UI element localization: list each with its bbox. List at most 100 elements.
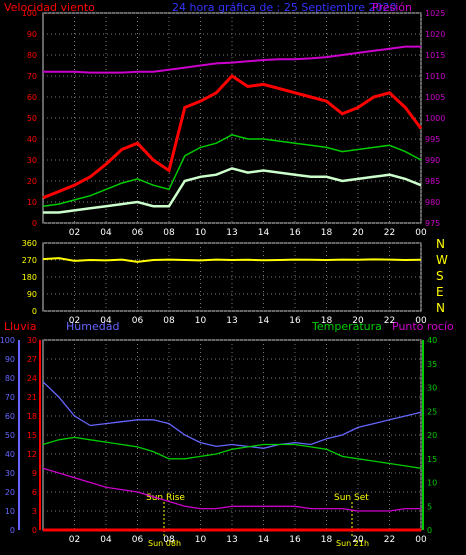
rain-label: Lluvia xyxy=(4,320,36,333)
temperature-tick-label: 30 xyxy=(427,384,437,393)
x-tick-label: 16 xyxy=(289,535,301,545)
temperature-tick-label: 15 xyxy=(427,455,437,464)
x-tick-label: 02 xyxy=(69,535,80,545)
sun-set-label: Sun Set xyxy=(334,493,369,503)
pressure-label: Presión xyxy=(372,1,412,14)
y-tick-label: 30 xyxy=(27,156,37,165)
temperature-tick-label: 40 xyxy=(427,336,437,345)
x-tick-label: 08 xyxy=(163,535,175,545)
direction-letter-w: W xyxy=(436,253,448,267)
humidity-tick-label: 0 xyxy=(10,526,15,535)
x-tick-label: 06 xyxy=(132,535,144,545)
y-right-tick-label: 1000 xyxy=(425,114,445,123)
humidity-tick-label: 100 xyxy=(0,336,15,345)
y-right-tick-label: 1005 xyxy=(425,93,445,102)
humidity-tick-label: 60 xyxy=(5,412,15,421)
chart-title: 24 hora gráfica de : 25 Septiembre 2020 xyxy=(172,1,396,14)
sun-set-time-label: Sun 21h xyxy=(336,539,369,548)
humidity-tick-label: 30 xyxy=(5,469,15,478)
series-line-0 xyxy=(42,381,422,449)
temperature-tick-label: 25 xyxy=(427,407,437,416)
x-tick-label: 20 xyxy=(352,228,364,238)
temperature-tick-label: 20 xyxy=(427,431,437,440)
x-tick-label: 13 xyxy=(226,228,237,238)
y-right-tick-label: 995 xyxy=(425,135,440,144)
x-tick-label: 18 xyxy=(321,535,333,545)
humidity-tick-label: 90 xyxy=(5,355,15,364)
x-tick-label: 22 xyxy=(384,316,395,326)
temperature-tick-label: 10 xyxy=(427,479,437,488)
sun-rise-label: Sun Rise xyxy=(146,493,185,503)
temperature-tick-label: 5 xyxy=(427,502,432,511)
y-tick-label: 10 xyxy=(27,198,37,207)
y-tick-label: 70 xyxy=(27,72,37,81)
chart-marks: 02 04 06 08 10 13 14 16 18 20 22 000102030405060708… xyxy=(0,9,445,545)
x-tick-label: 00 xyxy=(415,228,427,238)
x-tick-label: 16 xyxy=(289,316,301,326)
y-tick-label: 0 xyxy=(32,307,37,316)
rain-tick-label: 24 xyxy=(27,374,37,383)
x-tick-label: 14 xyxy=(258,228,270,238)
series-line-2 xyxy=(42,467,421,512)
humidity-tick-label: 20 xyxy=(5,488,15,497)
humidity-tick-label: 80 xyxy=(5,374,15,383)
temperature-label: Temperatura xyxy=(311,320,382,333)
series-line-1 xyxy=(42,436,422,469)
humidity-tick-label: 40 xyxy=(5,450,15,459)
y-tick-label: 0 xyxy=(32,219,37,228)
y-tick-label: 270 xyxy=(22,256,37,265)
direction-letter-n-top: N xyxy=(436,237,445,251)
y-right-tick-label: 1020 xyxy=(425,30,445,39)
y-tick-label: 90 xyxy=(27,30,37,39)
y-tick-label: 180 xyxy=(22,273,37,282)
x-tick-label: 13 xyxy=(226,316,237,326)
direction-letter-e: E xyxy=(436,285,444,299)
x-tick-label: 20 xyxy=(352,316,364,326)
x-tick-label: 02 xyxy=(69,228,80,238)
y-right-tick-label: 1010 xyxy=(425,72,445,81)
x-tick-label: 04 xyxy=(100,316,112,326)
y-tick-label: 20 xyxy=(27,177,37,186)
x-tick-label: 06 xyxy=(132,228,144,238)
y-right-tick-label: 1015 xyxy=(425,51,445,60)
y-tick-label: 40 xyxy=(27,135,37,144)
temperature-tick-label: 35 xyxy=(427,360,437,369)
direction-letters: N W S E N xyxy=(436,237,448,315)
y-tick-label: 360 xyxy=(22,239,37,248)
sun-rise-time-label: Sun 08h xyxy=(148,539,181,548)
rain-tick-label: 3 xyxy=(32,507,37,516)
y-tick-label: 80 xyxy=(27,51,37,60)
y-right-tick-label: 985 xyxy=(425,177,440,186)
x-tick-label: 22 xyxy=(384,228,395,238)
x-tick-label: 04 xyxy=(100,535,112,545)
x-tick-label: 08 xyxy=(163,228,175,238)
humidity-tick-label: 10 xyxy=(5,507,15,516)
rain-tick-label: 18 xyxy=(27,412,37,421)
x-tick-label: 10 xyxy=(195,535,207,545)
y-tick-label: 60 xyxy=(27,93,37,102)
x-tick-label: 18 xyxy=(321,316,333,326)
y-tick-label: 50 xyxy=(27,114,37,123)
x-tick-label: 08 xyxy=(163,316,175,326)
x-tick-label: 02 xyxy=(69,316,80,326)
wind-direction-line xyxy=(42,257,422,263)
direction-letter-s: S xyxy=(436,269,444,283)
direction-letter-n-bottom: N xyxy=(436,301,445,315)
rain-tick-label: 12 xyxy=(27,450,37,459)
x-tick-label: 13 xyxy=(226,535,237,545)
series-line-0 xyxy=(42,74,423,200)
temperature-tick-label: 0 xyxy=(427,526,432,535)
x-tick-label: 22 xyxy=(384,535,395,545)
rain-tick-label: 0 xyxy=(32,526,37,535)
dewpoint-label: Punto rocío xyxy=(392,320,454,333)
x-tick-label: 14 xyxy=(258,316,270,326)
y-tick-label: 90 xyxy=(27,290,37,299)
y-tick-label: 100 xyxy=(22,9,37,18)
y-right-tick-label: 990 xyxy=(425,156,440,165)
rain-tick-label: 30 xyxy=(27,336,37,345)
rain-tick-label: 21 xyxy=(27,393,37,402)
x-tick-label: 16 xyxy=(289,228,301,238)
humidity-label: Humedad xyxy=(66,320,119,333)
series-line-3 xyxy=(43,45,421,74)
